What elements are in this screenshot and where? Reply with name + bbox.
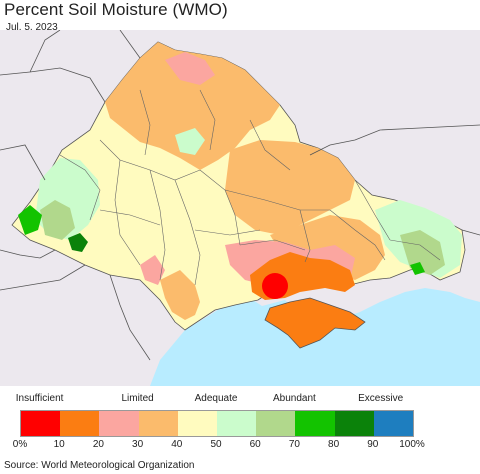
- zone-south-red: [262, 273, 288, 299]
- legend-tick-label: 30: [132, 439, 144, 450]
- zone-west-brightgreen: [18, 205, 42, 235]
- legend-swatch-7: [295, 411, 335, 436]
- oblast-borders: [59, 89, 441, 286]
- legend-tick-label: 100%: [399, 439, 425, 450]
- legend-tick-label: 0%: [12, 439, 28, 450]
- legend-swatch-2: [99, 411, 139, 436]
- legend-swatch-6: [256, 411, 296, 436]
- zone-center-lightgreen: [175, 128, 205, 155]
- legend-tick-label: 40: [171, 439, 183, 450]
- legend-category-label: Excessive: [358, 393, 404, 404]
- legend-swatch-3: [138, 411, 178, 436]
- legend-tick-label: 70: [288, 439, 300, 450]
- source-note: Source: World Meteorological Organizatio…: [4, 460, 195, 471]
- legend-swatch-1: [60, 411, 100, 436]
- map-date: Jul. 5, 2023: [6, 22, 58, 33]
- legend-tick-label: 90: [367, 439, 379, 450]
- legend-swatch-0: [21, 411, 61, 436]
- legend-tick-label: 80: [328, 439, 340, 450]
- legend-color-bar: [20, 410, 414, 437]
- zone-north-pink: [165, 52, 215, 85]
- zone-west-green: [40, 200, 75, 240]
- zone-east-green: [400, 230, 445, 275]
- zone-north-orange: [105, 42, 280, 170]
- legend-category-label: Abundant: [272, 393, 316, 404]
- legend-swatch-5: [216, 411, 257, 436]
- legend-tick-label: 10: [53, 439, 65, 450]
- legend: Insufficient Limited Adequate Abundant Exces…: [0, 393, 480, 453]
- zone-northeast-orange: [225, 140, 355, 235]
- map-title: Percent Soil Moisture (WMO): [4, 0, 228, 19]
- zone-west-pink: [140, 255, 165, 285]
- soil-moisture-map: [0, 30, 480, 386]
- legend-category-label: Limited: [121, 393, 154, 404]
- crimea: [264, 297, 366, 349]
- zone-west-darkgreen: [68, 233, 88, 252]
- legend-swatch-8: [334, 411, 374, 436]
- zone-odesa-orange: [160, 270, 200, 320]
- zone-east-brightgreen: [410, 262, 425, 275]
- legend-swatch-4: [177, 411, 217, 436]
- legend-tick-label: 50: [210, 439, 222, 450]
- neighbour-borders: [0, 30, 480, 361]
- legend-swatch-9: [373, 411, 413, 436]
- legend-tick-label: 20: [92, 439, 104, 450]
- legend-tick-label: 60: [249, 439, 261, 450]
- legend-category-label: Insufficient: [15, 393, 64, 404]
- legend-category-label: Adequate: [194, 393, 238, 404]
